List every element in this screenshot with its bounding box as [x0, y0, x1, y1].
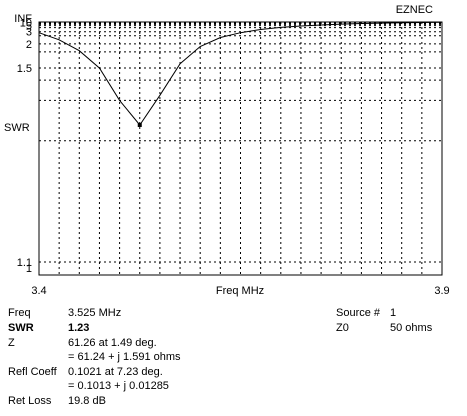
source-label: Source #	[336, 307, 381, 319]
refl-coeff-label: Refl Coeff	[8, 366, 57, 378]
freq-label: Freq	[8, 307, 31, 319]
y-tick-label: 2	[26, 39, 32, 51]
swr-series-line	[38, 21, 443, 126]
swr-label: SWR	[8, 322, 34, 334]
refl-coeff-rect-value: = 0.1013 + j 0.01285	[68, 380, 169, 392]
brand-label: EZNEC	[396, 4, 433, 16]
z-rect-value: = 61.24 + j 1.591 ohms	[68, 351, 181, 363]
refl-coeff-polar-value: 0.1021 at 7.23 deg.	[68, 366, 163, 378]
chart-grid	[39, 21, 442, 275]
y-tick-label: 3	[26, 27, 32, 39]
z0-label: Z0	[336, 322, 349, 334]
swr-value: 1.23	[68, 322, 90, 334]
min-swr-marker	[137, 122, 142, 127]
x-axis-title: Freq MHz	[216, 285, 264, 297]
y-tick-label: 1.1	[17, 257, 32, 269]
y-tick-label: INF	[14, 13, 32, 25]
y-tick-label: 10	[20, 17, 32, 29]
z-polar-value: 61.26 at 1.49 deg.	[68, 337, 157, 349]
z-label: Z	[8, 337, 15, 349]
plot-frame	[38, 21, 443, 276]
y-axis-title: SWR	[4, 122, 30, 134]
z0-value: 50 ohms	[390, 322, 433, 334]
y-tick-label: 1.5	[17, 63, 32, 75]
x-tick-label: 3.4	[31, 285, 46, 297]
series-markers	[137, 122, 142, 127]
source-value: 1	[390, 307, 397, 319]
ret-loss-value: 19.8 dB	[68, 395, 106, 407]
ret-loss-label: Ret Loss	[8, 395, 52, 407]
freq-value: 3.525 MHz	[68, 307, 122, 319]
x-tick-label: 3.9	[434, 285, 449, 297]
x-tick-labels: 3.4 3.9	[31, 285, 449, 297]
y-tick-label: 5	[26, 21, 32, 33]
y-tick-label: 1	[26, 263, 32, 275]
